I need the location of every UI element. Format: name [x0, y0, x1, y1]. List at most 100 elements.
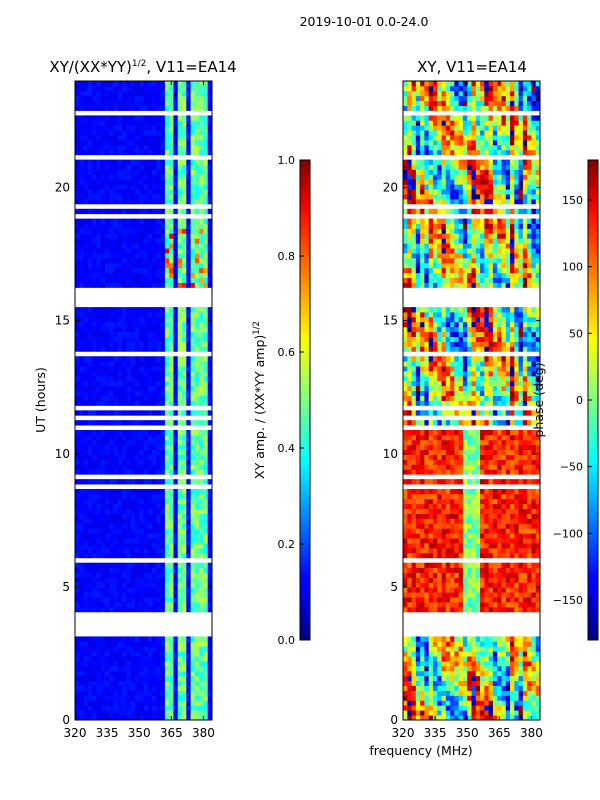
amp-cell	[109, 572, 114, 578]
phase-cell	[522, 562, 528, 569]
phase-cell	[437, 533, 442, 539]
phase-cell	[441, 670, 447, 677]
amp-cell	[134, 572, 140, 578]
phase-cell	[518, 680, 524, 686]
amp-cell	[147, 680, 153, 686]
amp-cell	[156, 592, 162, 598]
phase-cell	[432, 641, 438, 647]
phase-cell	[428, 710, 434, 716]
amp-cell	[177, 503, 183, 510]
amp-cell	[104, 562, 110, 569]
phase-cell	[407, 651, 412, 657]
phase-cell	[458, 715, 464, 721]
amp-cell	[117, 321, 123, 328]
phase-cell	[535, 518, 541, 524]
amp-cell	[160, 331, 166, 337]
amp-cell	[117, 597, 123, 603]
amp-cell	[190, 543, 196, 549]
amp-cell	[182, 90, 187, 97]
amp-cell	[139, 277, 144, 283]
amp-cell	[92, 439, 97, 446]
phase-cell	[462, 651, 468, 657]
phase-cell	[535, 646, 541, 652]
amp-cell	[139, 572, 144, 578]
phase-cell	[535, 695, 541, 701]
amp-cell	[83, 602, 89, 608]
phase-cell	[445, 567, 451, 573]
amp-cell	[109, 518, 114, 524]
phase-cell	[518, 690, 524, 696]
phase-cell	[420, 651, 425, 657]
amp-cell	[87, 661, 93, 667]
amp-cell	[173, 135, 179, 141]
phase-cell	[437, 661, 442, 667]
phase-cell	[424, 641, 430, 647]
phase-cell	[454, 587, 460, 593]
amp-cell	[122, 582, 127, 588]
amp-cell	[117, 135, 123, 141]
amp-cell	[160, 336, 166, 342]
phase-cell	[480, 518, 485, 524]
phase-cell	[484, 705, 490, 711]
amp-cell	[126, 194, 132, 200]
amp-cell	[126, 479, 132, 485]
phase-cell	[415, 518, 421, 524]
amp-cell	[203, 434, 209, 441]
amp-cell	[139, 149, 144, 156]
amp-cell	[96, 321, 102, 328]
phase-cell	[428, 508, 434, 514]
amp-cell	[96, 582, 102, 588]
phase-cell	[518, 533, 524, 539]
amp-cell	[194, 597, 200, 603]
amp-cell	[182, 479, 187, 485]
amp-cell	[139, 336, 144, 342]
amp-cell	[130, 395, 136, 401]
amp-cell	[75, 592, 80, 598]
amp-cell	[207, 194, 213, 200]
amp-cell	[194, 179, 200, 185]
amp-cell	[160, 243, 166, 249]
amp-cell	[182, 312, 187, 318]
amp-cell	[169, 228, 174, 234]
phase-cell	[403, 562, 408, 569]
amp-cell	[130, 444, 136, 451]
amp-cell	[164, 479, 170, 485]
amp-cell	[152, 429, 157, 436]
phase-cell	[407, 479, 412, 485]
amp-cell	[152, 341, 157, 347]
amp-cell	[169, 503, 174, 510]
amp-cell	[113, 316, 119, 323]
phase-cell	[484, 641, 490, 647]
amp-cell	[92, 208, 97, 215]
amp-cell	[177, 508, 183, 514]
phase-cell	[531, 587, 537, 593]
amp-cell	[156, 464, 162, 470]
amp-cell	[79, 395, 84, 401]
amp-cell	[182, 636, 187, 642]
amp-cell	[100, 371, 106, 377]
amp-cell	[113, 346, 119, 352]
amp-cell	[117, 243, 123, 249]
amp-cell	[169, 400, 174, 406]
phase-cell	[441, 513, 447, 519]
phase-cell	[510, 587, 515, 593]
amp-cell	[164, 149, 170, 156]
amp-cell	[160, 174, 166, 180]
amp-cell	[109, 95, 114, 102]
amp-cell	[113, 449, 119, 455]
amp-cell	[92, 223, 97, 229]
amp-cell	[130, 125, 136, 131]
phase-cell	[514, 533, 519, 539]
amp-cell	[156, 375, 162, 382]
amp-cell	[190, 218, 196, 224]
amp-cell	[134, 675, 140, 682]
amp-cell	[96, 528, 102, 534]
amp-cell	[75, 705, 80, 711]
amp-cell	[169, 208, 174, 215]
phase-cell	[501, 587, 507, 593]
amp-cell	[203, 710, 209, 716]
amp-cell	[203, 459, 209, 465]
phase-cell	[484, 528, 490, 534]
amp-cell	[122, 572, 127, 578]
amp-cell	[160, 523, 166, 529]
